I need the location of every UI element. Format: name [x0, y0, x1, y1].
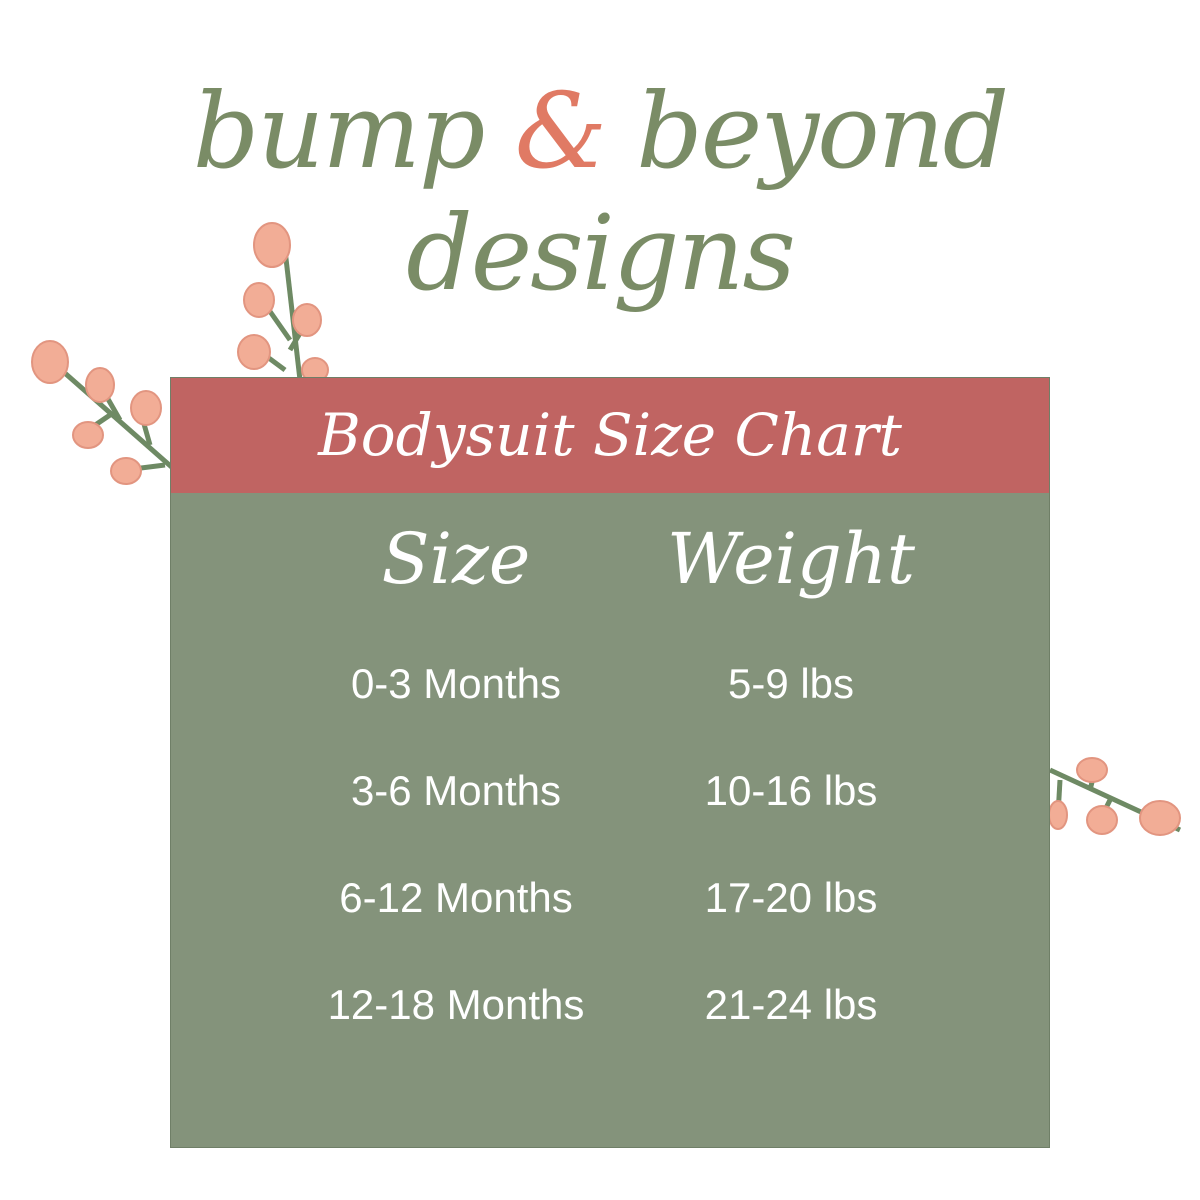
weight-cell: 17-20 lbs — [704, 874, 878, 921]
weight-cell: 21-24 lbs — [704, 981, 878, 1028]
column-header-size: Size — [381, 518, 531, 600]
weight-cell: 10-16 lbs — [704, 767, 878, 814]
size-cell: 0-3 Months — [350, 660, 562, 707]
brand-text-1: bump — [192, 70, 515, 192]
size-cell: 6-12 Months — [339, 874, 573, 921]
brand-text-2: beyond designs — [406, 70, 1009, 314]
size-cell: 12-18 Months — [327, 981, 585, 1028]
brand-ampersand: & — [514, 70, 608, 192]
column-header-weight: Weight — [666, 518, 916, 600]
weight-cell: 5-9 lbs — [727, 660, 855, 707]
chart-title: Bodysuit Size Chart — [171, 378, 1049, 493]
size-cell: 3-6 Months — [350, 767, 562, 814]
size-chart-panel: Bodysuit Size Chart Size Weight 0-3 Mont… — [170, 377, 1050, 1148]
brand-logo: bump & beyond designs — [0, 70, 1200, 314]
